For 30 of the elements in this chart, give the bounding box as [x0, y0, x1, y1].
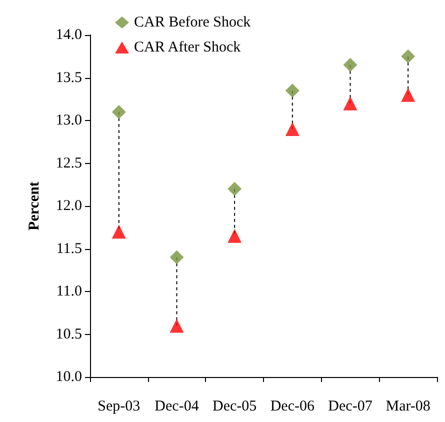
legend-label: CAR Before Shock: [134, 14, 252, 30]
x-tick-label: Mar-08: [386, 398, 430, 414]
x-tick-label: Dec-04: [154, 398, 200, 414]
y-tick-label: 12.0: [56, 198, 82, 214]
point: [343, 96, 358, 110]
y-tick-label: 10.0: [56, 369, 82, 385]
x-tick-label: Dec-06: [270, 398, 315, 414]
x-tick-label: Sep-03: [98, 398, 140, 414]
y-tick-label: 14.0: [56, 27, 82, 43]
y-axis-title: Percent: [26, 182, 42, 230]
x-tick-label: Dec-07: [328, 398, 373, 414]
y-tick-label: 12.5: [56, 155, 82, 172]
x-tick-label: Dec-05: [212, 398, 257, 414]
y-tick-label: 10.5: [56, 326, 82, 342]
point: [170, 250, 184, 264]
point: [401, 49, 416, 64]
point: [343, 58, 358, 72]
point: [228, 228, 242, 243]
point: [285, 84, 300, 98]
y-tick-label: 13.5: [56, 70, 82, 86]
point: [112, 224, 126, 239]
y-tick-label: 11.5: [56, 240, 82, 257]
y-tick-label: 11.0: [56, 284, 82, 300]
legend-label: CAR After Shock: [134, 40, 242, 56]
point: [401, 88, 416, 102]
point: [170, 318, 184, 333]
y-tick-label: 13.0: [56, 112, 82, 128]
point: [228, 182, 242, 196]
point: [112, 104, 126, 119]
point: [285, 122, 300, 136]
